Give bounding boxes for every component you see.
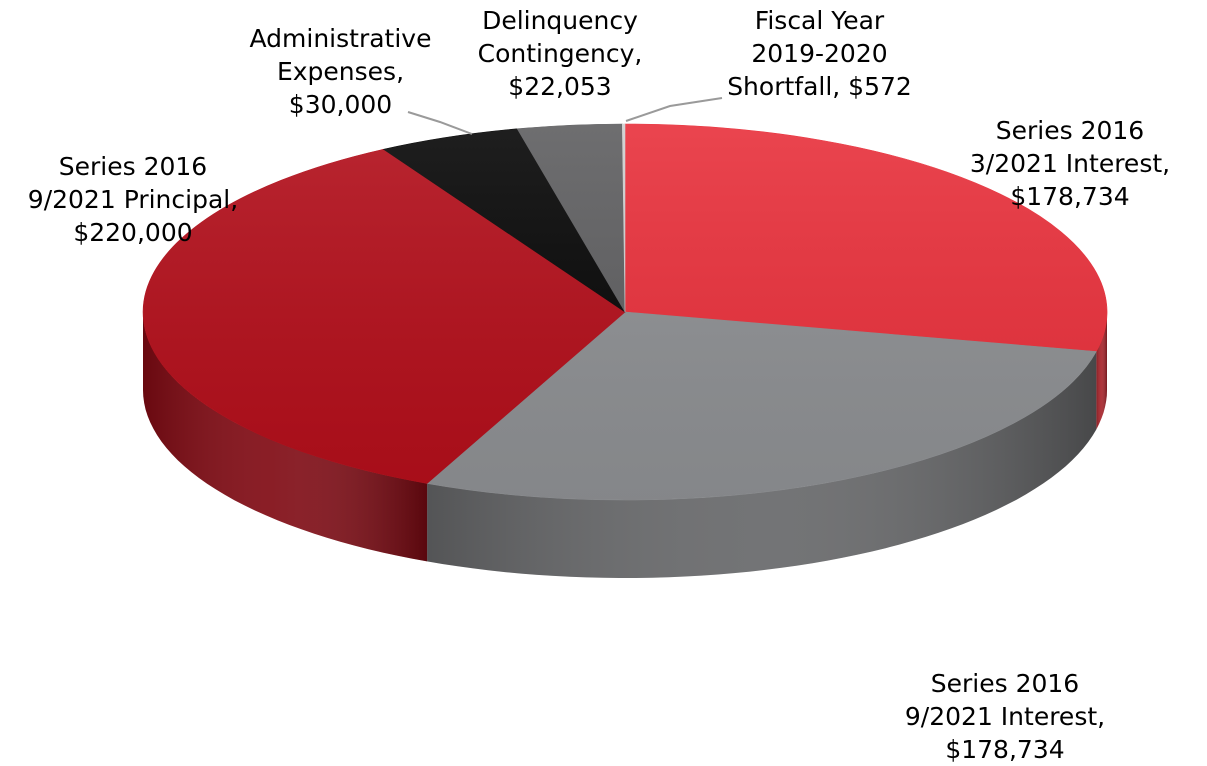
- slice-side-shade-2-0: [143, 312, 428, 562]
- slice-label-4-line-0: Delinquency: [482, 6, 638, 35]
- slice-label-0-line-2: $178,734: [1010, 182, 1130, 211]
- slice-label-4-line-1: Contingency,: [477, 39, 643, 68]
- slice-label-1: Series 2016 9/2021 Interest, $178,734: [880, 667, 1130, 766]
- pie-side-walls: [143, 312, 1107, 578]
- slice-label-2-line-0: Series 2016: [58, 152, 208, 181]
- slice-label-0: Series 2016 3/2021 Interest, $178,734: [940, 114, 1200, 213]
- slice-label-2-line-1: 9/2021 Principal,: [27, 185, 239, 214]
- slice-label-4-line-2: $22,053: [508, 72, 612, 101]
- slice-label-1-line-1: 9/2021 Interest,: [904, 702, 1106, 731]
- pie-slices: [142, 123, 1108, 501]
- slice-label-1-line-0: Series 2016: [930, 669, 1080, 698]
- slice-label-4: Delinquency Contingency, $22,053: [460, 4, 660, 103]
- slice-label-0-line-1: 3/2021 Interest,: [969, 149, 1171, 178]
- pie-top-gloss: [143, 124, 1107, 500]
- slice-label-5-line-2: Shortfall, $572: [727, 72, 912, 101]
- slice-label-2-line-2: $220,000: [73, 218, 193, 247]
- slice-label-1-line-2: $178,734: [945, 735, 1065, 764]
- slice-label-2: Series 2016 9/2021 Principal, $220,000: [8, 150, 258, 249]
- slice-label-5-line-0: Fiscal Year: [754, 6, 885, 35]
- slice-side-shade-0-0: [1096, 312, 1107, 430]
- slice-label-3: Administrative Expenses, $30,000: [228, 22, 453, 121]
- slice-label-3-line-1: Expenses,: [276, 57, 405, 86]
- slice-label-0-line-0: Series 2016: [995, 116, 1145, 145]
- leader-line-administrative: [407, 111, 473, 135]
- slice-label-5-line-1: 2019-2020: [751, 39, 888, 68]
- slice-label-3-line-2: $30,000: [288, 90, 393, 119]
- leader-line-fiscal-year: [625, 97, 723, 122]
- leader-lines: [407, 97, 723, 135]
- slice-side-shade-1-0: [427, 351, 1097, 578]
- slice-label-5: Fiscal Year 2019-2020 Shortfall, $572: [712, 4, 927, 103]
- slice-label-3-line-0: Administrative: [249, 24, 432, 53]
